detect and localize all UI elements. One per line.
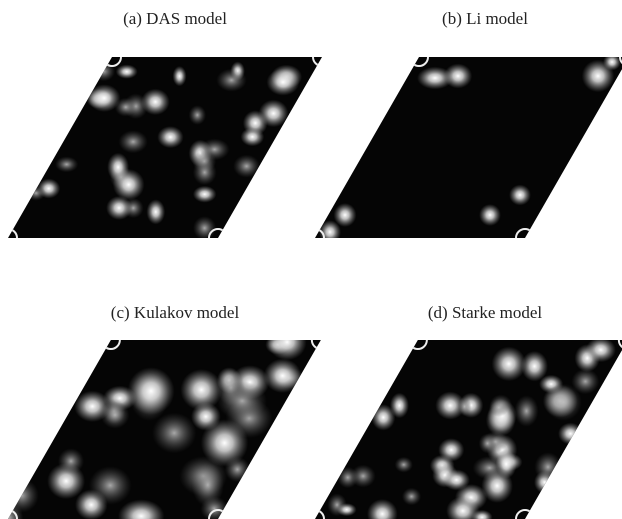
bright-spot	[225, 457, 251, 482]
bright-spot	[395, 457, 413, 473]
bright-spot	[521, 351, 548, 382]
bright-spot	[438, 438, 464, 461]
bright-spot	[106, 196, 132, 220]
bright-spot	[402, 488, 421, 506]
bright-spot	[217, 381, 267, 420]
bright-spot	[89, 466, 132, 505]
bright-spot	[233, 155, 260, 178]
bright-spot	[173, 66, 187, 86]
bright-spot	[509, 185, 531, 206]
bright-spot	[128, 367, 175, 415]
bright-spot	[489, 398, 509, 417]
bright-spot	[74, 391, 110, 422]
bright-spot	[146, 199, 165, 224]
panel-caption: (c) Kulakov model	[111, 303, 240, 322]
bright-spot	[444, 64, 472, 89]
bright-spot	[189, 105, 206, 125]
bright-spot	[157, 126, 183, 148]
bright-spot	[193, 186, 217, 203]
panel-caption: (b) Li model	[442, 9, 528, 28]
bright-spot	[267, 69, 300, 96]
bright-spot	[479, 433, 497, 453]
bright-spot	[118, 130, 147, 153]
bright-spot	[268, 324, 307, 360]
bright-spot	[88, 84, 120, 112]
bright-spot	[337, 503, 357, 516]
bright-spot	[193, 216, 216, 240]
bright-spot	[152, 413, 196, 454]
bright-spot	[116, 64, 138, 78]
panel-caption: (d) Starke model	[428, 303, 543, 322]
bright-spot	[216, 69, 246, 92]
bright-spot	[558, 423, 583, 445]
bright-spot	[603, 53, 621, 70]
bright-spot	[180, 369, 222, 410]
bright-spot	[351, 465, 376, 488]
bright-spot	[371, 404, 395, 430]
bright-spot	[264, 359, 302, 393]
bright-spot	[92, 61, 115, 81]
panel-caption: (a) DAS model	[123, 9, 227, 28]
bright-spot	[27, 186, 46, 201]
bright-spot	[492, 347, 526, 382]
bright-spot	[479, 204, 501, 226]
figure: (a) DAS model (b) Li model (c) Kulakov m…	[0, 0, 622, 519]
bright-spot	[514, 395, 538, 426]
bright-spot	[571, 369, 599, 394]
bright-spot	[107, 153, 129, 182]
bright-spot	[55, 156, 78, 172]
bright-spot	[58, 448, 84, 474]
bright-spot	[496, 449, 517, 478]
bright-spot	[534, 452, 561, 481]
bright-spot	[586, 337, 616, 362]
bright-spot	[443, 469, 470, 490]
bright-spot	[5, 478, 39, 512]
bright-spot	[241, 127, 265, 146]
bright-spot	[458, 397, 472, 416]
bright-spot	[193, 160, 217, 185]
